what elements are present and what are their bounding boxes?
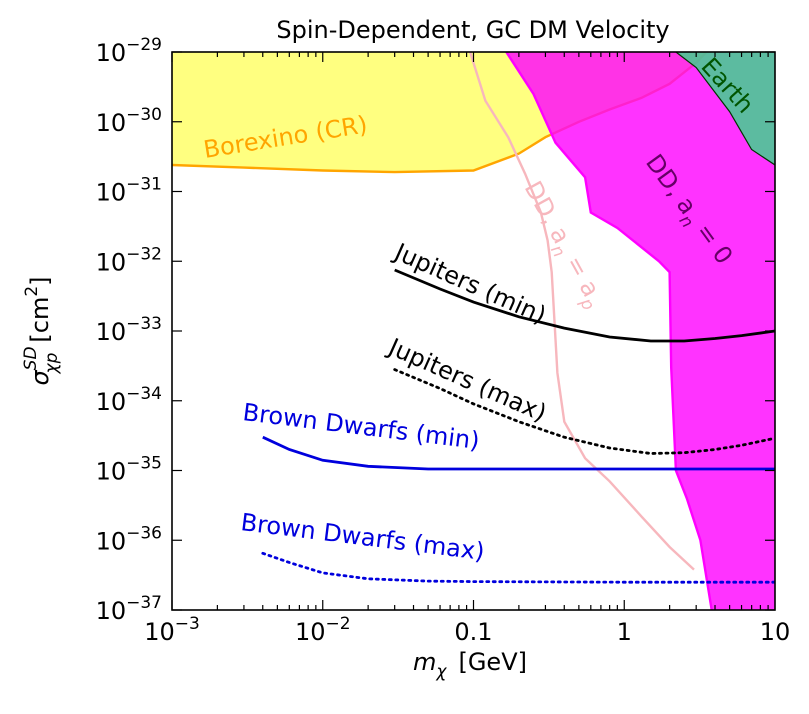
axis-ticks [171, 51, 775, 611]
x-axis-label: mχ [GeV] [413, 648, 527, 682]
x-tick-label: 0.1 [454, 618, 492, 646]
y-tick-label: 10−34 [96, 384, 162, 416]
region-earth [675, 52, 775, 165]
x-tick-label: 10−3 [144, 614, 200, 646]
y-axis-label: σSDχp[cm2] [21, 276, 62, 385]
y-tick-label: 10−36 [96, 523, 162, 555]
region-edge-dd-a-n-0 [505, 52, 713, 610]
y-tick-label: 10−33 [96, 314, 162, 346]
series-brown-dwarfs-min [262, 435, 775, 471]
y-tick-label: 10−30 [96, 105, 162, 137]
label-jupiters-max: Jupiters (max) [383, 332, 551, 427]
y-tick-label: 10−29 [96, 35, 162, 67]
series-jupiters-min [394, 268, 775, 343]
x-tick-label: 10 [760, 618, 791, 646]
y-tick-label: 10−32 [96, 244, 162, 276]
series-dd-a-n-a-p [468, 52, 695, 571]
region-dd-a-n-0 [506, 52, 775, 610]
y-tick-label: 10−37 [96, 593, 162, 625]
series-brown-dwarfs-max [261, 551, 775, 584]
chart-title: Spin-Dependent, GC DM Velocity [276, 16, 669, 44]
shaded-regions [172, 52, 775, 610]
region-edge-earth [675, 52, 775, 166]
y-tick-label: 10−31 [96, 175, 162, 207]
series-lines [261, 52, 775, 584]
label-jupiters-min: Jupiters (min) [389, 237, 551, 329]
x-tick-label: 1 [617, 618, 632, 646]
x-tick-label: 10−2 [295, 614, 351, 646]
y-tick-label: 10−35 [96, 454, 162, 486]
tick-labels: 10−3 10−2 0.1 1 10 10−29 10−30 10−31 10−32 10−33 1… [96, 35, 791, 646]
series-jupiters-max [393, 368, 775, 455]
label-brown-dwarfs-min: Brown Dwarfs (min) [241, 398, 481, 455]
